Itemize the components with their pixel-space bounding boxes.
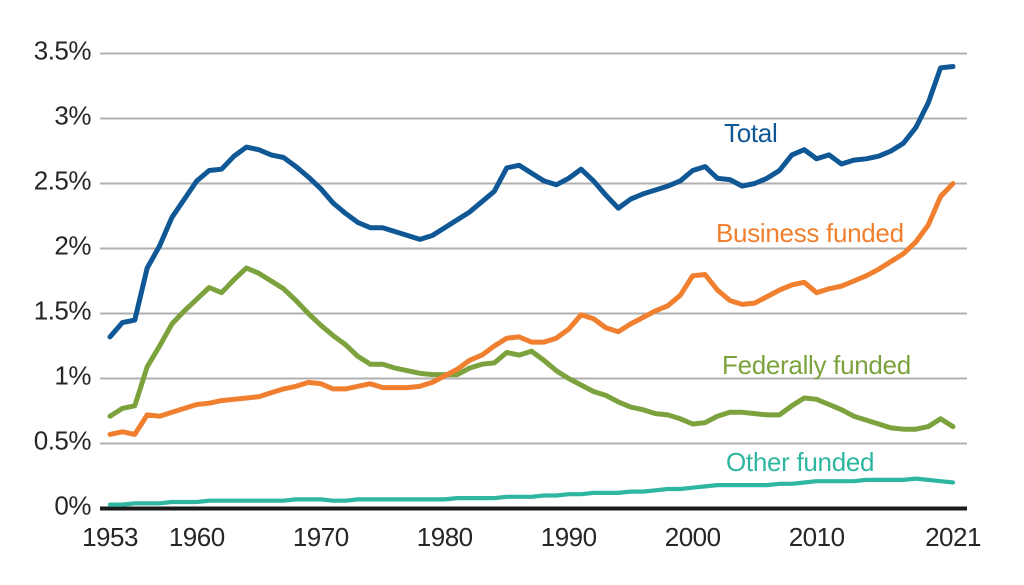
y-tick-label: 2%	[54, 230, 91, 260]
series-label-federally-funded: Federally funded	[722, 350, 911, 380]
series-line-business-funded	[107, 181, 956, 437]
y-tick-label: 0%	[54, 490, 91, 520]
x-tick-label: 1960	[168, 522, 225, 552]
y-tick-label: 2.5%	[33, 165, 92, 195]
x-tick-label: 2010	[788, 522, 845, 552]
x-tick-label: 2000	[664, 522, 721, 552]
x-tick-label: 1970	[292, 522, 349, 552]
y-tick-label: 3%	[54, 100, 91, 130]
x-tick-label: 1990	[540, 522, 597, 552]
series-line-other-funded	[107, 476, 956, 507]
series-label-other-funded: Other funded	[726, 447, 875, 477]
y-tick-label: 3.5%	[33, 35, 92, 65]
x-tick-label: 1953	[82, 522, 138, 552]
x-tick-label: 2021	[925, 522, 981, 552]
series-label-total: Total	[724, 118, 778, 148]
y-tick-label: 1%	[54, 360, 91, 390]
x-tick-label: 1980	[416, 522, 473, 552]
y-tick-label: 1.5%	[33, 295, 92, 325]
series-line-total	[107, 64, 956, 340]
series-line-federally-funded	[107, 265, 956, 432]
y-tick-label: 0.5%	[33, 425, 92, 455]
series-label-business-funded: Business funded	[716, 218, 904, 248]
